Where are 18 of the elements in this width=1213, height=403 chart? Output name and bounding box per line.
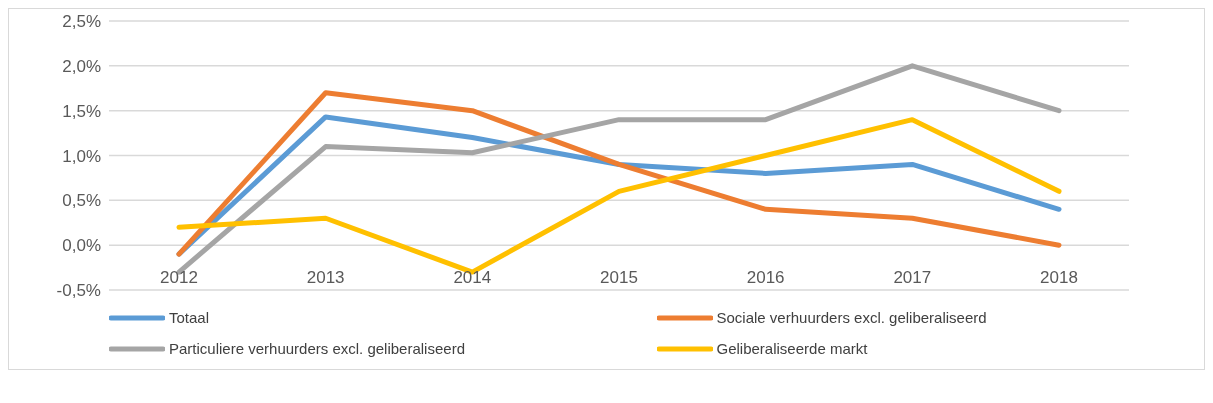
x-tick-label: 2018 (1040, 268, 1078, 288)
y-tick-label: 0,0% (62, 236, 101, 256)
x-tick-label: 2016 (746, 268, 785, 288)
legend-label: Totaal (169, 309, 210, 326)
legend-label: Geliberaliseerde markt (716, 340, 868, 357)
x-tick-label: 2014 (453, 268, 492, 288)
y-tick-label: 0,5% (62, 191, 101, 211)
y-tick-label: -0,5% (56, 281, 101, 301)
y-tick-label: 1,5% (62, 101, 101, 121)
legend-label: Sociale verhuurders excl. geliberaliseerd (716, 309, 987, 326)
x-tick-label: 2013 (306, 268, 345, 288)
legend-label: Particuliere verhuurders excl. geliberaliseerd (169, 340, 465, 357)
y-tick-label: 1,0% (62, 146, 101, 166)
x-tick-label: 2015 (600, 268, 638, 288)
x-tick-label: 2017 (893, 268, 932, 288)
x-tick-label: 2012 (160, 268, 198, 288)
y-tick-label: 2,0% (62, 56, 101, 76)
y-tick-label: 2,5% (62, 12, 101, 32)
